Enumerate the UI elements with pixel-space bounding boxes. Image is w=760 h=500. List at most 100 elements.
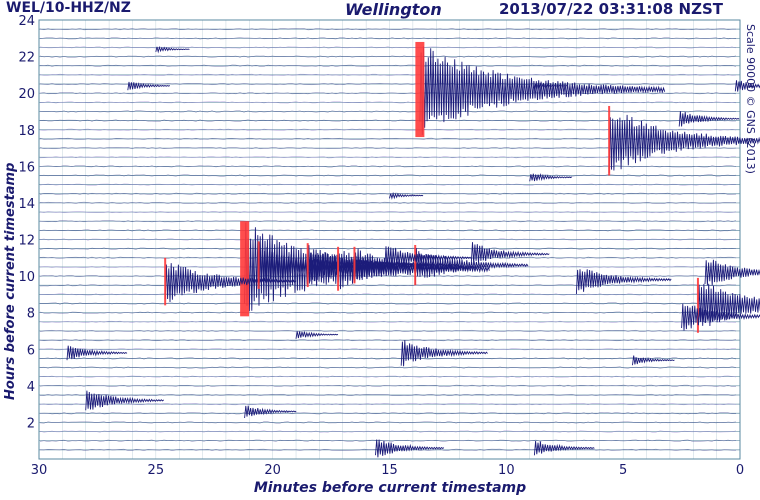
y-axis-label-text: Hours before current timestamp xyxy=(3,162,18,400)
x-tick-label: 15 xyxy=(381,463,398,478)
noise-trace xyxy=(39,82,737,86)
x-tick-label: 30 xyxy=(31,463,48,478)
noise-trace xyxy=(39,183,737,186)
noise-trace xyxy=(39,92,737,95)
noise-trace xyxy=(39,293,737,296)
noise-trace xyxy=(39,101,737,104)
noise-trace xyxy=(39,302,737,305)
event-wavelet xyxy=(155,45,190,54)
noise-trace xyxy=(39,192,737,195)
y-tick-label: 4 xyxy=(27,380,35,395)
event-wavelet xyxy=(400,340,488,367)
y-tick-label: 10 xyxy=(18,270,35,285)
station-code: WEL/10-HHZ/NZ xyxy=(6,0,131,16)
y-tick-label: 20 xyxy=(18,87,35,102)
y-tick-label: 6 xyxy=(27,343,35,358)
event-wavelet xyxy=(127,81,170,91)
noise-trace xyxy=(39,430,737,433)
noise-trace xyxy=(39,229,737,232)
noise-trace xyxy=(39,220,737,223)
noise-trace xyxy=(39,348,737,351)
event-wavelet xyxy=(678,111,740,127)
saturation-marker xyxy=(353,246,356,284)
noise-trace xyxy=(39,201,737,204)
y-tick-label: 24 xyxy=(18,14,35,29)
noise-trace xyxy=(39,146,737,150)
noise-trace xyxy=(39,393,737,397)
noise-trace xyxy=(39,421,737,424)
y-tick-label: 14 xyxy=(18,197,35,212)
x-tick-label: 10 xyxy=(498,463,515,478)
y-tick-label: 16 xyxy=(18,160,35,175)
noise-trace xyxy=(39,55,737,58)
noise-trace xyxy=(39,439,737,442)
event-wavelet xyxy=(533,82,569,91)
event-wavelet xyxy=(389,191,424,200)
event-wavelet xyxy=(533,441,595,456)
noise-trace xyxy=(39,156,737,159)
scale-copyright-text: Scale 90000 © GNS (2013) xyxy=(744,24,757,174)
noise-trace xyxy=(39,329,737,332)
y-tick-label: 2 xyxy=(27,416,35,431)
y-tick-label: 18 xyxy=(18,124,35,139)
noise-trace xyxy=(39,384,737,387)
chart-title: Wellington xyxy=(345,0,442,19)
y-tick-label: 12 xyxy=(18,234,35,249)
saturation-marker xyxy=(415,41,425,138)
noise-trace xyxy=(39,403,737,406)
event-wavelet xyxy=(681,303,760,331)
event-wavelet xyxy=(244,405,297,419)
noise-trace xyxy=(39,211,737,214)
noise-trace xyxy=(39,320,737,323)
event-wavelet xyxy=(419,46,666,135)
noise-trace xyxy=(39,238,737,241)
scale-copyright-note: Scale 90000 © GNS (2013) xyxy=(742,24,760,444)
saturation-marker xyxy=(337,246,340,291)
noise-trace xyxy=(39,73,737,76)
event-wavelet xyxy=(734,80,760,92)
event-wavelet xyxy=(375,439,445,458)
event-wavelet xyxy=(697,283,760,327)
event-wavelet xyxy=(529,173,572,182)
y-axis-label: Hours before current timestamp xyxy=(0,0,22,470)
saturation-marker xyxy=(608,105,611,176)
noise-trace xyxy=(39,339,737,342)
x-axis-ticks: 30 25 20 15 10 5 0 xyxy=(31,463,744,478)
noise-trace xyxy=(39,311,737,314)
saturation-marker xyxy=(306,243,309,288)
y-tick-label: 8 xyxy=(27,307,35,322)
seismic-events xyxy=(66,41,760,458)
noise-trace xyxy=(39,46,737,49)
noise-trace xyxy=(39,357,737,360)
noise-trace xyxy=(39,375,737,378)
event-wavelet xyxy=(575,269,672,295)
event-wavelet xyxy=(384,246,472,269)
x-tick-label: 5 xyxy=(619,463,627,478)
current-timestamp: 2013/07/22 03:31:08 NZST xyxy=(499,0,723,18)
noise-trace xyxy=(39,174,737,177)
noise-trace xyxy=(39,28,737,31)
event-wavelet xyxy=(244,222,490,312)
saturation-marker xyxy=(240,221,250,317)
y-tick-label: 22 xyxy=(18,51,35,66)
event-wavelet xyxy=(632,355,675,366)
saturation-marker xyxy=(414,244,417,286)
x-tick-label: 0 xyxy=(736,463,744,478)
x-tick-label: 20 xyxy=(264,463,281,478)
x-axis-label-text: Minutes before current timestamp xyxy=(253,480,527,496)
event-wavelet xyxy=(704,259,760,286)
seismic-traces xyxy=(39,28,737,451)
noise-trace xyxy=(39,64,737,67)
noise-trace xyxy=(39,37,737,40)
noise-trace xyxy=(39,275,737,278)
x-tick-label: 25 xyxy=(148,463,165,478)
saturation-marker xyxy=(696,277,699,333)
saturation-marker xyxy=(164,257,167,306)
event-wavelet xyxy=(164,263,297,303)
noise-trace xyxy=(39,412,737,415)
event-wavelet xyxy=(470,242,550,264)
event-wavelet xyxy=(85,390,164,411)
noise-trace xyxy=(39,284,737,287)
